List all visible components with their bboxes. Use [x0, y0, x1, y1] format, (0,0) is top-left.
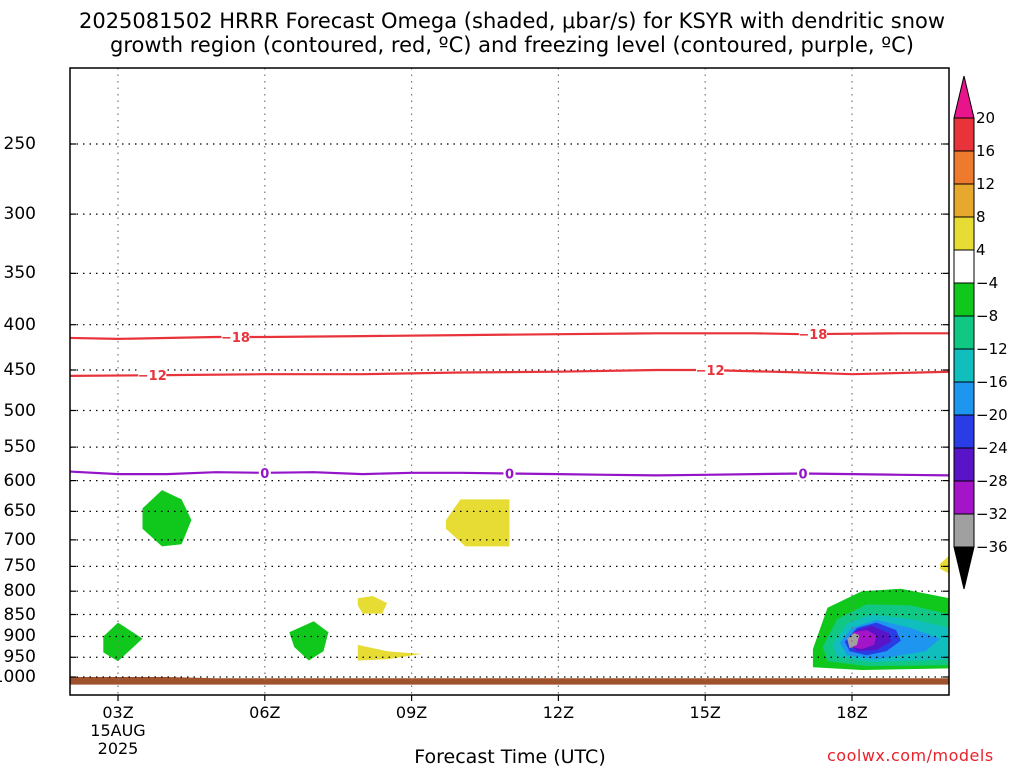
ytick-label-450: 450: [3, 359, 36, 380]
colorbar-label--28: −28: [976, 472, 1008, 490]
ytick-label-650: 650: [3, 501, 36, 522]
xtick-label-06Z: 06Z: [249, 703, 281, 722]
colorbar: [953, 75, 975, 590]
colorbar-bin-16-20: [953, 117, 975, 152]
xtick-label-18Z: 18Z: [836, 703, 868, 722]
omega-green-03z-low: [103, 622, 143, 662]
colorbar-bin-4-8: [953, 216, 975, 251]
date-label-day: 15AUG: [90, 721, 146, 740]
x-axis-label: Forecast Time (UTC): [414, 746, 606, 768]
colorbar-bin--32--28: [953, 480, 975, 515]
colorbar-bin--4-4: [953, 249, 975, 284]
colorbar-bin--36--32: [953, 513, 975, 548]
colorbar-bin-8-12: [953, 183, 975, 218]
ytick-label-350: 350: [3, 263, 36, 284]
colorbar-label-12: 12: [976, 175, 996, 193]
ytick-label-400: 400: [3, 314, 36, 335]
omega-green-07z: [289, 621, 329, 661]
contour-label-bg-freezing-level-0: [258, 465, 271, 480]
contour-label-freezing-level-0: 0: [260, 467, 269, 482]
contour-label-bg-freezing-level-2: [797, 466, 810, 481]
omega-yellow-08z-upper: [357, 596, 388, 614]
ytick-label-750: 750: [3, 556, 36, 577]
xtick-label-09Z: 09Z: [395, 703, 428, 722]
chart-title-line-1: 2025081502 HRRR Forecast Omega (shaded, …: [78, 9, 946, 33]
colorbar-bin--20--16: [953, 381, 975, 416]
colorbar-label--20: −20: [976, 406, 1008, 424]
colorbar-bin--16--12: [953, 348, 975, 383]
tick-marks-layer: [70, 143, 949, 701]
ground-terrain: [70, 677, 949, 685]
shaded-layer: [70, 490, 949, 685]
contour-label-freezing-level-2: 0: [799, 467, 808, 482]
colorbar-bin--28--24: [953, 447, 975, 482]
colorbar-label--4: −4: [976, 274, 999, 292]
omega-yellow-20z: [940, 555, 949, 574]
ytick-label-850: 850: [3, 604, 36, 625]
ytick-label-1000: 1000: [0, 667, 36, 687]
contour-label-bg-dgz-12-1: [696, 363, 725, 378]
xtick-label-03Z: 03Z: [102, 703, 134, 722]
contour-label-freezing-level-1: 0: [505, 467, 514, 482]
colorbar-bin--12--8: [953, 315, 975, 350]
credit-link[interactable]: coolwx.com/models: [827, 746, 994, 765]
date-label-year: 2025: [97, 739, 139, 758]
colorbar-top-triangle: [953, 75, 975, 119]
ytick-label-550: 550: [3, 437, 36, 458]
ytick-label-250: 250: [3, 134, 36, 154]
ytick-label-600: 600: [3, 470, 36, 491]
colorbar-label-8: 8: [976, 208, 986, 226]
xtick-label-15Z: 15Z: [689, 703, 721, 722]
contour-label-bg-dgz-18-0: [221, 330, 250, 345]
colorbar-label-16: 16: [976, 142, 996, 160]
grid-layer: [70, 68, 949, 695]
colorbar-label--16: −16: [976, 373, 1008, 391]
contour-label-dgz-18-1: −18: [798, 328, 827, 343]
ytick-label-700: 700: [3, 529, 36, 550]
colorbar-bottom-triangle: [953, 546, 975, 590]
colorbar-label--36: −36: [976, 538, 1008, 556]
chart-title-line-2: growth region (contoured, red, ºC) and f…: [110, 33, 914, 57]
colorbar-label-4: 4: [976, 241, 986, 259]
ytick-label-800: 800: [3, 581, 36, 602]
ytick-label-300: 300: [3, 204, 36, 225]
contour-labels-layer: −18 −18 −12 −12 0 0 0: [138, 327, 827, 482]
omega-yellow-08z-lower: [357, 644, 422, 661]
ytick-label-500: 500: [3, 400, 36, 421]
colorbar-label--12: −12: [976, 340, 1008, 358]
xtick-label-12Z: 12Z: [542, 703, 575, 722]
contour-label-bg-freezing-level-1: [503, 466, 516, 481]
colorbar-bin--8--4: [953, 282, 975, 317]
ytick-label-900: 900: [3, 626, 36, 647]
contour-label-dgz-18-0: −18: [221, 331, 250, 346]
contour-label-bg-dgz-12-0: [138, 368, 167, 383]
omega-green-03z-mid: [142, 490, 192, 547]
contour-label-dgz-12-1: −12: [696, 364, 725, 379]
colorbar-bin-12-16: [953, 150, 975, 185]
colorbar-label--8: −8: [976, 307, 999, 325]
colorbar-bin--24--20: [953, 414, 975, 449]
contour-label-dgz-12-0: −12: [138, 369, 167, 384]
colorbar-label--24: −24: [976, 439, 1008, 457]
colorbar-label--32: −32: [976, 505, 1008, 523]
plot-frame: [69, 67, 950, 696]
contour-layer: [70, 332, 949, 477]
colorbar-label-20: 20: [976, 109, 996, 127]
contour-dgz-12: [70, 368, 949, 377]
ytick-label-950: 950: [3, 647, 36, 668]
contour-label-bg-dgz-18-1: [798, 327, 827, 342]
